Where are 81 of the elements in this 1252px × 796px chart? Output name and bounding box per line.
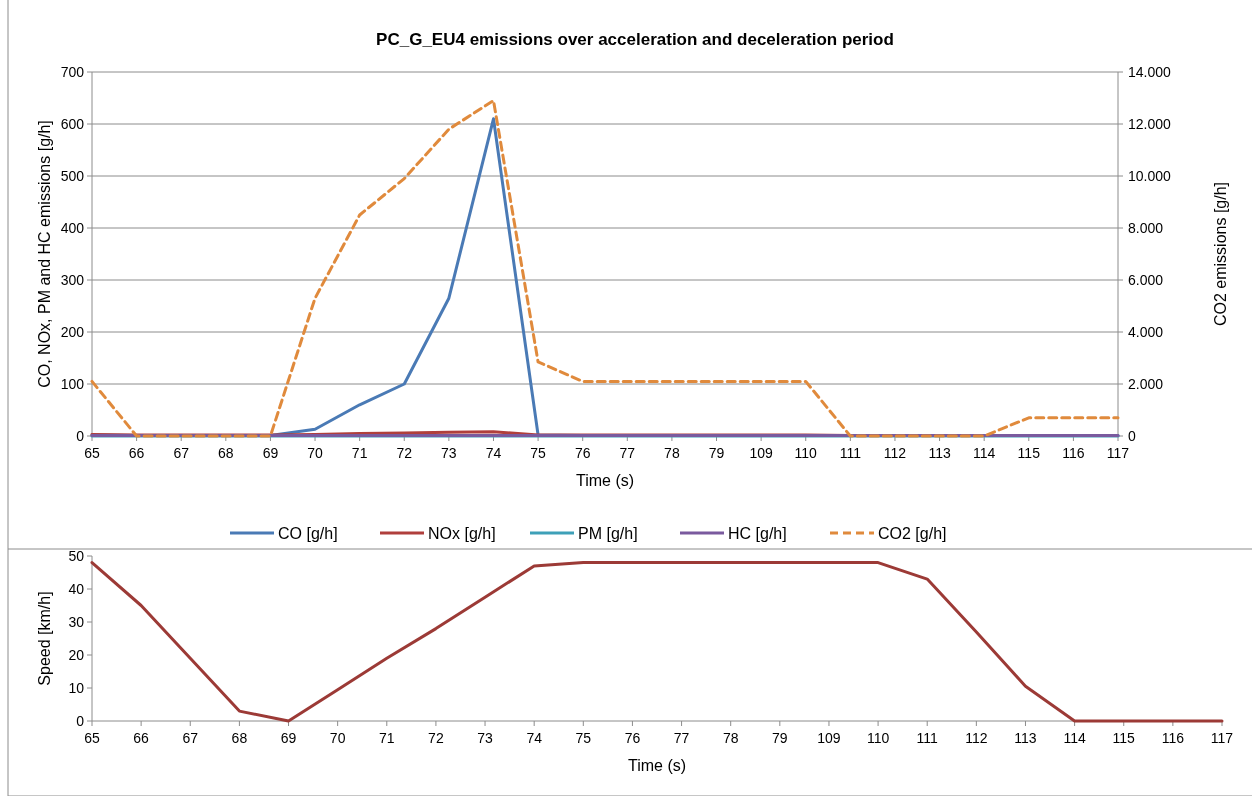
x-tick-label: 78 [722, 730, 739, 746]
y-axis-title: Speed [km/h] [36, 591, 53, 686]
y2-tick-label: 6.000 [1128, 271, 1164, 288]
x-tick-label: 72 [396, 445, 413, 461]
y-tick-label: 200 [60, 323, 85, 340]
x-tick-label: 74 [526, 730, 543, 746]
x-tick-label: 67 [173, 445, 190, 461]
x-tick-label: 116 [1062, 445, 1085, 461]
y2-tick-label: 12.000 [1128, 115, 1172, 132]
x-tick-label: 75 [530, 445, 547, 461]
x-axis-title: Time (s) [575, 472, 635, 489]
y2-tick-label: 2.000 [1128, 375, 1164, 392]
x-tick-label: 65 [84, 445, 100, 461]
x-tick-label: 114 [973, 445, 996, 461]
x-tick-label: 110 [794, 445, 818, 461]
x-tick-label: 76 [574, 445, 591, 461]
x-tick-label: 111 [839, 445, 862, 461]
y-tick-label: 100 [60, 375, 85, 392]
x-tick-label: 76 [624, 730, 641, 746]
x-tick-label: 73 [477, 730, 494, 746]
y-tick-label: 0 [76, 712, 85, 729]
x-tick-label: 112 [965, 730, 988, 746]
y2-axis-title: CO2 emissions [g/h] [1212, 181, 1229, 327]
x-tick-label: 79 [708, 445, 725, 461]
x-tick-label: 66 [128, 445, 145, 461]
y-tick-label: 700 [60, 63, 85, 80]
y-tick-label: 600 [60, 115, 85, 132]
x-tick-label: 78 [664, 445, 680, 461]
x-tick-label: 72 [428, 730, 444, 746]
chart-title: PC_G_EU4 emissions over acceleration and deceleration period [376, 30, 894, 49]
legend-label: NOx [g/h] [428, 524, 496, 542]
y-tick-label: 10 [68, 679, 85, 696]
x-tick-label: 117 [1106, 445, 1130, 461]
x-tick-label: 109 [749, 445, 774, 461]
y-tick-label: 500 [60, 167, 85, 184]
x-tick-label: 70 [307, 445, 324, 461]
legend-label: CO [g/h] [278, 524, 338, 542]
x-tick-label: 77 [619, 445, 636, 461]
y-tick-label: 40 [68, 580, 85, 597]
x-tick-label: 109 [817, 730, 841, 746]
x-tick-label: 68 [218, 445, 234, 461]
x-tick-label: 117 [1210, 730, 1234, 746]
x-tick-label: 77 [673, 730, 690, 746]
y-tick-label: 50 [68, 547, 85, 564]
x-tick-label: 115 [1017, 445, 1041, 461]
y-tick-label: 400 [60, 219, 85, 236]
x-tick-label: 79 [772, 730, 788, 746]
x-tick-label: 71 [351, 445, 368, 461]
x-tick-label: 110 [866, 730, 890, 746]
y2-tick-label: 8.000 [1128, 219, 1164, 236]
x-tick-label: 114 [1063, 730, 1086, 746]
y2-tick-label: 4.000 [1128, 323, 1164, 340]
x-tick-label: 69 [262, 445, 279, 461]
x-tick-label: 116 [1161, 730, 1185, 746]
y-axis-title: CO, NOx, PM and HC emissions [g/h] [36, 120, 53, 388]
x-tick-label: 111 [916, 730, 939, 746]
legend-label: CO2 [g/h] [878, 524, 947, 542]
x-tick-label: 66 [133, 730, 150, 746]
legend-label: HC [g/h] [728, 524, 787, 542]
y-tick-label: 0 [76, 427, 85, 444]
x-tick-label: 73 [441, 445, 457, 461]
x-tick-label: 113 [928, 445, 951, 461]
x-tick-label: 112 [883, 445, 907, 461]
x-tick-label: 75 [575, 730, 592, 746]
x-tick-label: 115 [1112, 730, 1136, 746]
y2-tick-label: 10.000 [1128, 167, 1172, 184]
x-tick-label: 67 [182, 730, 199, 746]
x-tick-label: 70 [329, 730, 346, 746]
x-axis-title: Time (s) [627, 757, 687, 774]
y-tick-label: 30 [68, 613, 85, 630]
x-tick-label: 74 [485, 445, 502, 461]
x-tick-label: 68 [231, 730, 248, 746]
x-tick-label: 71 [378, 730, 395, 746]
legend-label: PM [g/h] [578, 524, 638, 542]
y2-tick-label: 0 [1128, 427, 1136, 444]
y-tick-label: 300 [60, 271, 85, 288]
x-tick-label: 113 [1014, 730, 1037, 746]
y-tick-label: 20 [68, 646, 85, 663]
y2-tick-label: 14.000 [1128, 63, 1172, 80]
x-tick-label: 69 [280, 730, 297, 746]
x-tick-label: 65 [84, 730, 100, 746]
